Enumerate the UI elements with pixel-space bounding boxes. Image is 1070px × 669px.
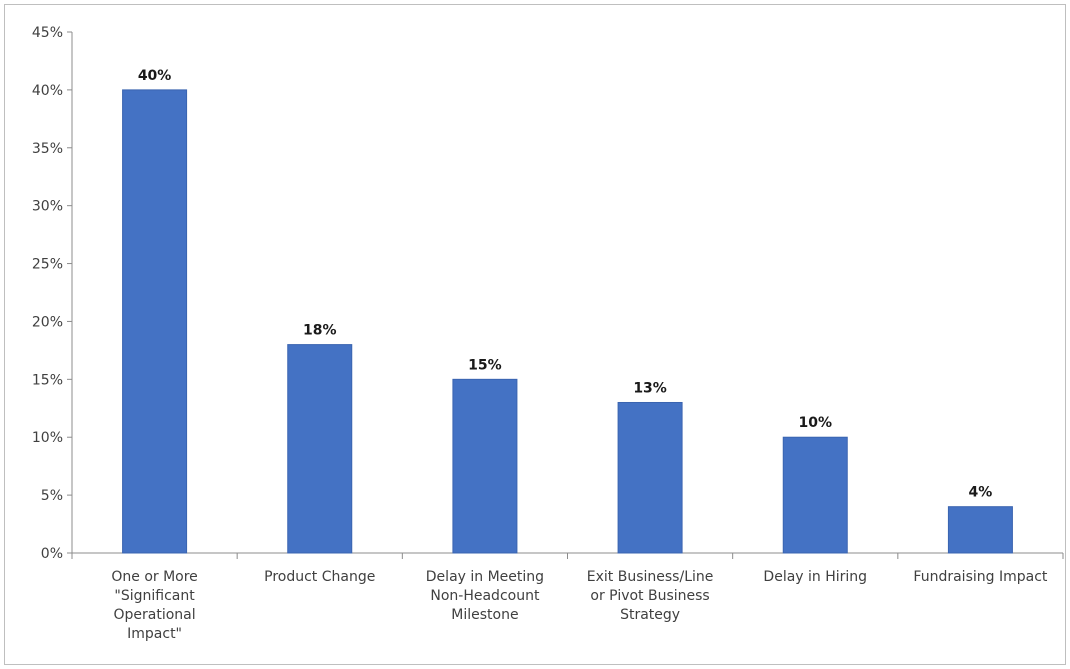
category-label: Fundraising Impact bbox=[913, 569, 1047, 585]
y-tick-label: 5% bbox=[41, 488, 63, 504]
category-label: Exit Business/Line bbox=[587, 569, 714, 585]
y-tick-label: 40% bbox=[32, 83, 63, 99]
category-label: or Pivot Business bbox=[590, 588, 709, 604]
data-label: 13% bbox=[633, 380, 667, 396]
y-tick-label: 10% bbox=[32, 430, 63, 446]
x-axis bbox=[71, 552, 1064, 559]
data-labels: 40% 18% 15% 13% 10% 4% bbox=[138, 68, 992, 501]
y-tick-label: 0% bbox=[41, 546, 63, 562]
y-tick-label: 15% bbox=[32, 372, 63, 388]
category-label: Delay in Hiring bbox=[763, 569, 867, 585]
category-label: Product Change bbox=[264, 569, 375, 585]
category-label: Impact" bbox=[127, 626, 182, 642]
category-label: Delay in Meeting bbox=[426, 569, 544, 585]
data-label: 18% bbox=[303, 323, 337, 339]
y-tick-label: 35% bbox=[32, 141, 63, 157]
y-tick-label: 25% bbox=[32, 257, 63, 273]
category-label: One or More bbox=[111, 569, 197, 585]
y-tick-label: 20% bbox=[32, 314, 63, 330]
bar bbox=[122, 89, 188, 554]
bar bbox=[782, 436, 848, 554]
chart-frame: 0% 5% 10% 15% 20% 25% 30% 35% 40% 45% 40% 18% 15% 13… bbox=[4, 4, 1066, 665]
y-tick-label: 45% bbox=[32, 25, 63, 41]
data-label: 10% bbox=[798, 415, 832, 431]
category-labels: One or More "Significant Operational Impact… bbox=[111, 569, 1048, 642]
bar bbox=[947, 506, 1013, 554]
data-label: 15% bbox=[468, 357, 502, 373]
bar bbox=[287, 344, 353, 554]
y-tick-label: 30% bbox=[32, 199, 63, 215]
bar bbox=[452, 378, 518, 554]
category-label: Operational bbox=[114, 607, 196, 623]
data-label: 40% bbox=[138, 68, 172, 84]
category-label: Milestone bbox=[451, 607, 518, 623]
category-label: "Significant bbox=[114, 588, 195, 604]
category-label: Strategy bbox=[620, 607, 680, 623]
bar bbox=[617, 401, 683, 554]
bar-chart: 0% 5% 10% 15% 20% 25% 30% 35% 40% 45% 40% 18% 15% 13… bbox=[32, 25, 1064, 642]
bars bbox=[122, 89, 1013, 554]
category-label: Non-Headcount bbox=[430, 588, 540, 604]
y-axis: 0% 5% 10% 15% 20% 25% 30% 35% 40% 45% bbox=[32, 25, 73, 562]
data-label: 4% bbox=[969, 485, 993, 501]
